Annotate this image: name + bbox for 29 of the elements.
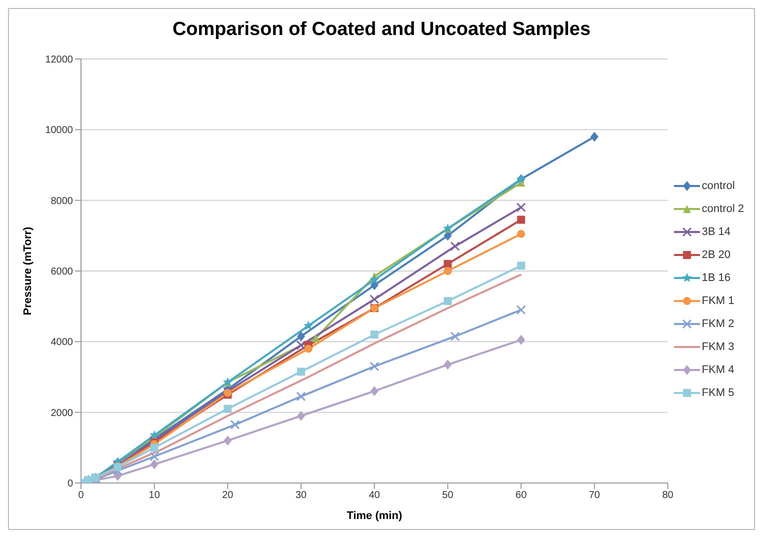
- y-tick-label: 8000: [50, 196, 74, 207]
- legend-label: FKM 1: [702, 294, 734, 306]
- legend-label: 2B 20: [702, 248, 731, 260]
- y-tick-label: 12000: [45, 54, 74, 66]
- legend-label: 3B 14: [702, 226, 731, 238]
- x-tick-label: 80: [662, 490, 674, 502]
- legend-label: control: [702, 180, 735, 192]
- x-tick-label: 10: [148, 490, 160, 502]
- x-tick-label: 70: [588, 490, 600, 502]
- x-tick-label: 20: [222, 490, 234, 502]
- y-tick-label: 4000: [50, 337, 74, 348]
- x-axis-title: Time (min): [346, 510, 402, 522]
- x-tick-label: 40: [368, 490, 380, 502]
- y-axis-title: Pressure (mTorr): [22, 226, 34, 316]
- legend-label: 1B 16: [702, 272, 731, 284]
- chart-title: Comparison of Coated and Uncoated Samples: [171, 18, 592, 42]
- legend-label: FKM 3: [702, 340, 734, 352]
- x-tick-label: 30: [295, 490, 308, 502]
- y-tick-label: 10000: [45, 125, 74, 136]
- legend-label: FKM 5: [702, 386, 734, 398]
- x-tick-label: 60: [516, 490, 528, 502]
- x-tick-label: 0: [78, 490, 84, 502]
- y-tick-label: 2000: [50, 408, 74, 419]
- y-tick-label: 6000: [50, 266, 74, 278]
- legend-label: FKM 2: [702, 318, 734, 330]
- y-tick-label: 0: [67, 478, 74, 490]
- legend-label: FKM 4: [702, 364, 734, 376]
- x-tick-label: 50: [442, 490, 454, 502]
- legend-label: control 2: [702, 202, 744, 214]
